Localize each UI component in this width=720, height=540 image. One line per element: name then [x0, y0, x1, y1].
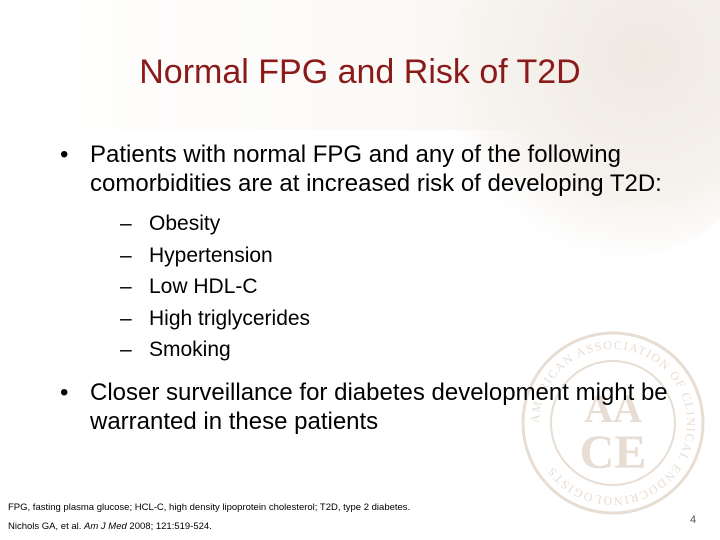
comorbidity-list: – Obesity – Hypertension – Low HDL-C – High …: [60, 208, 670, 366]
dash-marker: –: [120, 338, 132, 362]
citation: Nichols GA, et al. Am J Med 2008; 121:51…: [8, 521, 212, 532]
bullet-2: • Closer surveillance for diabetes devel…: [60, 378, 670, 436]
seal-monogram-top: AA: [584, 386, 642, 431]
slide-body: • Patients with normal FPG and any of th…: [60, 140, 670, 436]
dash-marker: –: [120, 306, 132, 330]
dash-marker: –: [120, 275, 132, 299]
seal-monogram-bottom: CE: [580, 426, 647, 479]
list-item: – High triglycerides: [120, 303, 670, 335]
bullet-marker: •: [60, 141, 69, 168]
bullet-2-text: Closer surveillance for diabetes develop…: [90, 378, 668, 435]
slide-title: Normal FPG and Risk of T2D: [139, 53, 581, 91]
list-item-text: Hypertension: [149, 243, 273, 267]
dash-marker: –: [120, 243, 132, 267]
list-item: – Hypertension: [120, 240, 670, 272]
list-item: – Low HDL-C: [120, 271, 670, 303]
list-item-text: High triglycerides: [149, 306, 311, 330]
bullet-1: • Patients with normal FPG and any of th…: [60, 140, 670, 198]
aace-watermark-seal: AMERICAN ASSOCIATION OF CLINICAL ENDOCRI…: [521, 331, 705, 515]
citation-journal: Am J Med: [84, 521, 127, 532]
citation-authors: Nichols GA, et al.: [8, 521, 85, 532]
list-item-text: Obesity: [149, 212, 221, 235]
abbreviations-footnote: FPG, fasting plasma glucose; HCL-C, high…: [8, 502, 411, 513]
dash-marker: –: [120, 212, 132, 235]
page-number: 4: [690, 514, 697, 526]
bullet-1-text: Patients with normal FPG and any of the …: [90, 141, 662, 197]
bullet-marker: •: [60, 378, 69, 406]
citation-details: 2008; 121:519-524.: [126, 521, 212, 532]
list-item-text: Low HDL-C: [149, 275, 258, 299]
list-item-text: Smoking: [149, 338, 231, 362]
list-item: – Obesity: [120, 208, 670, 240]
list-item: – Smoking: [120, 334, 670, 366]
